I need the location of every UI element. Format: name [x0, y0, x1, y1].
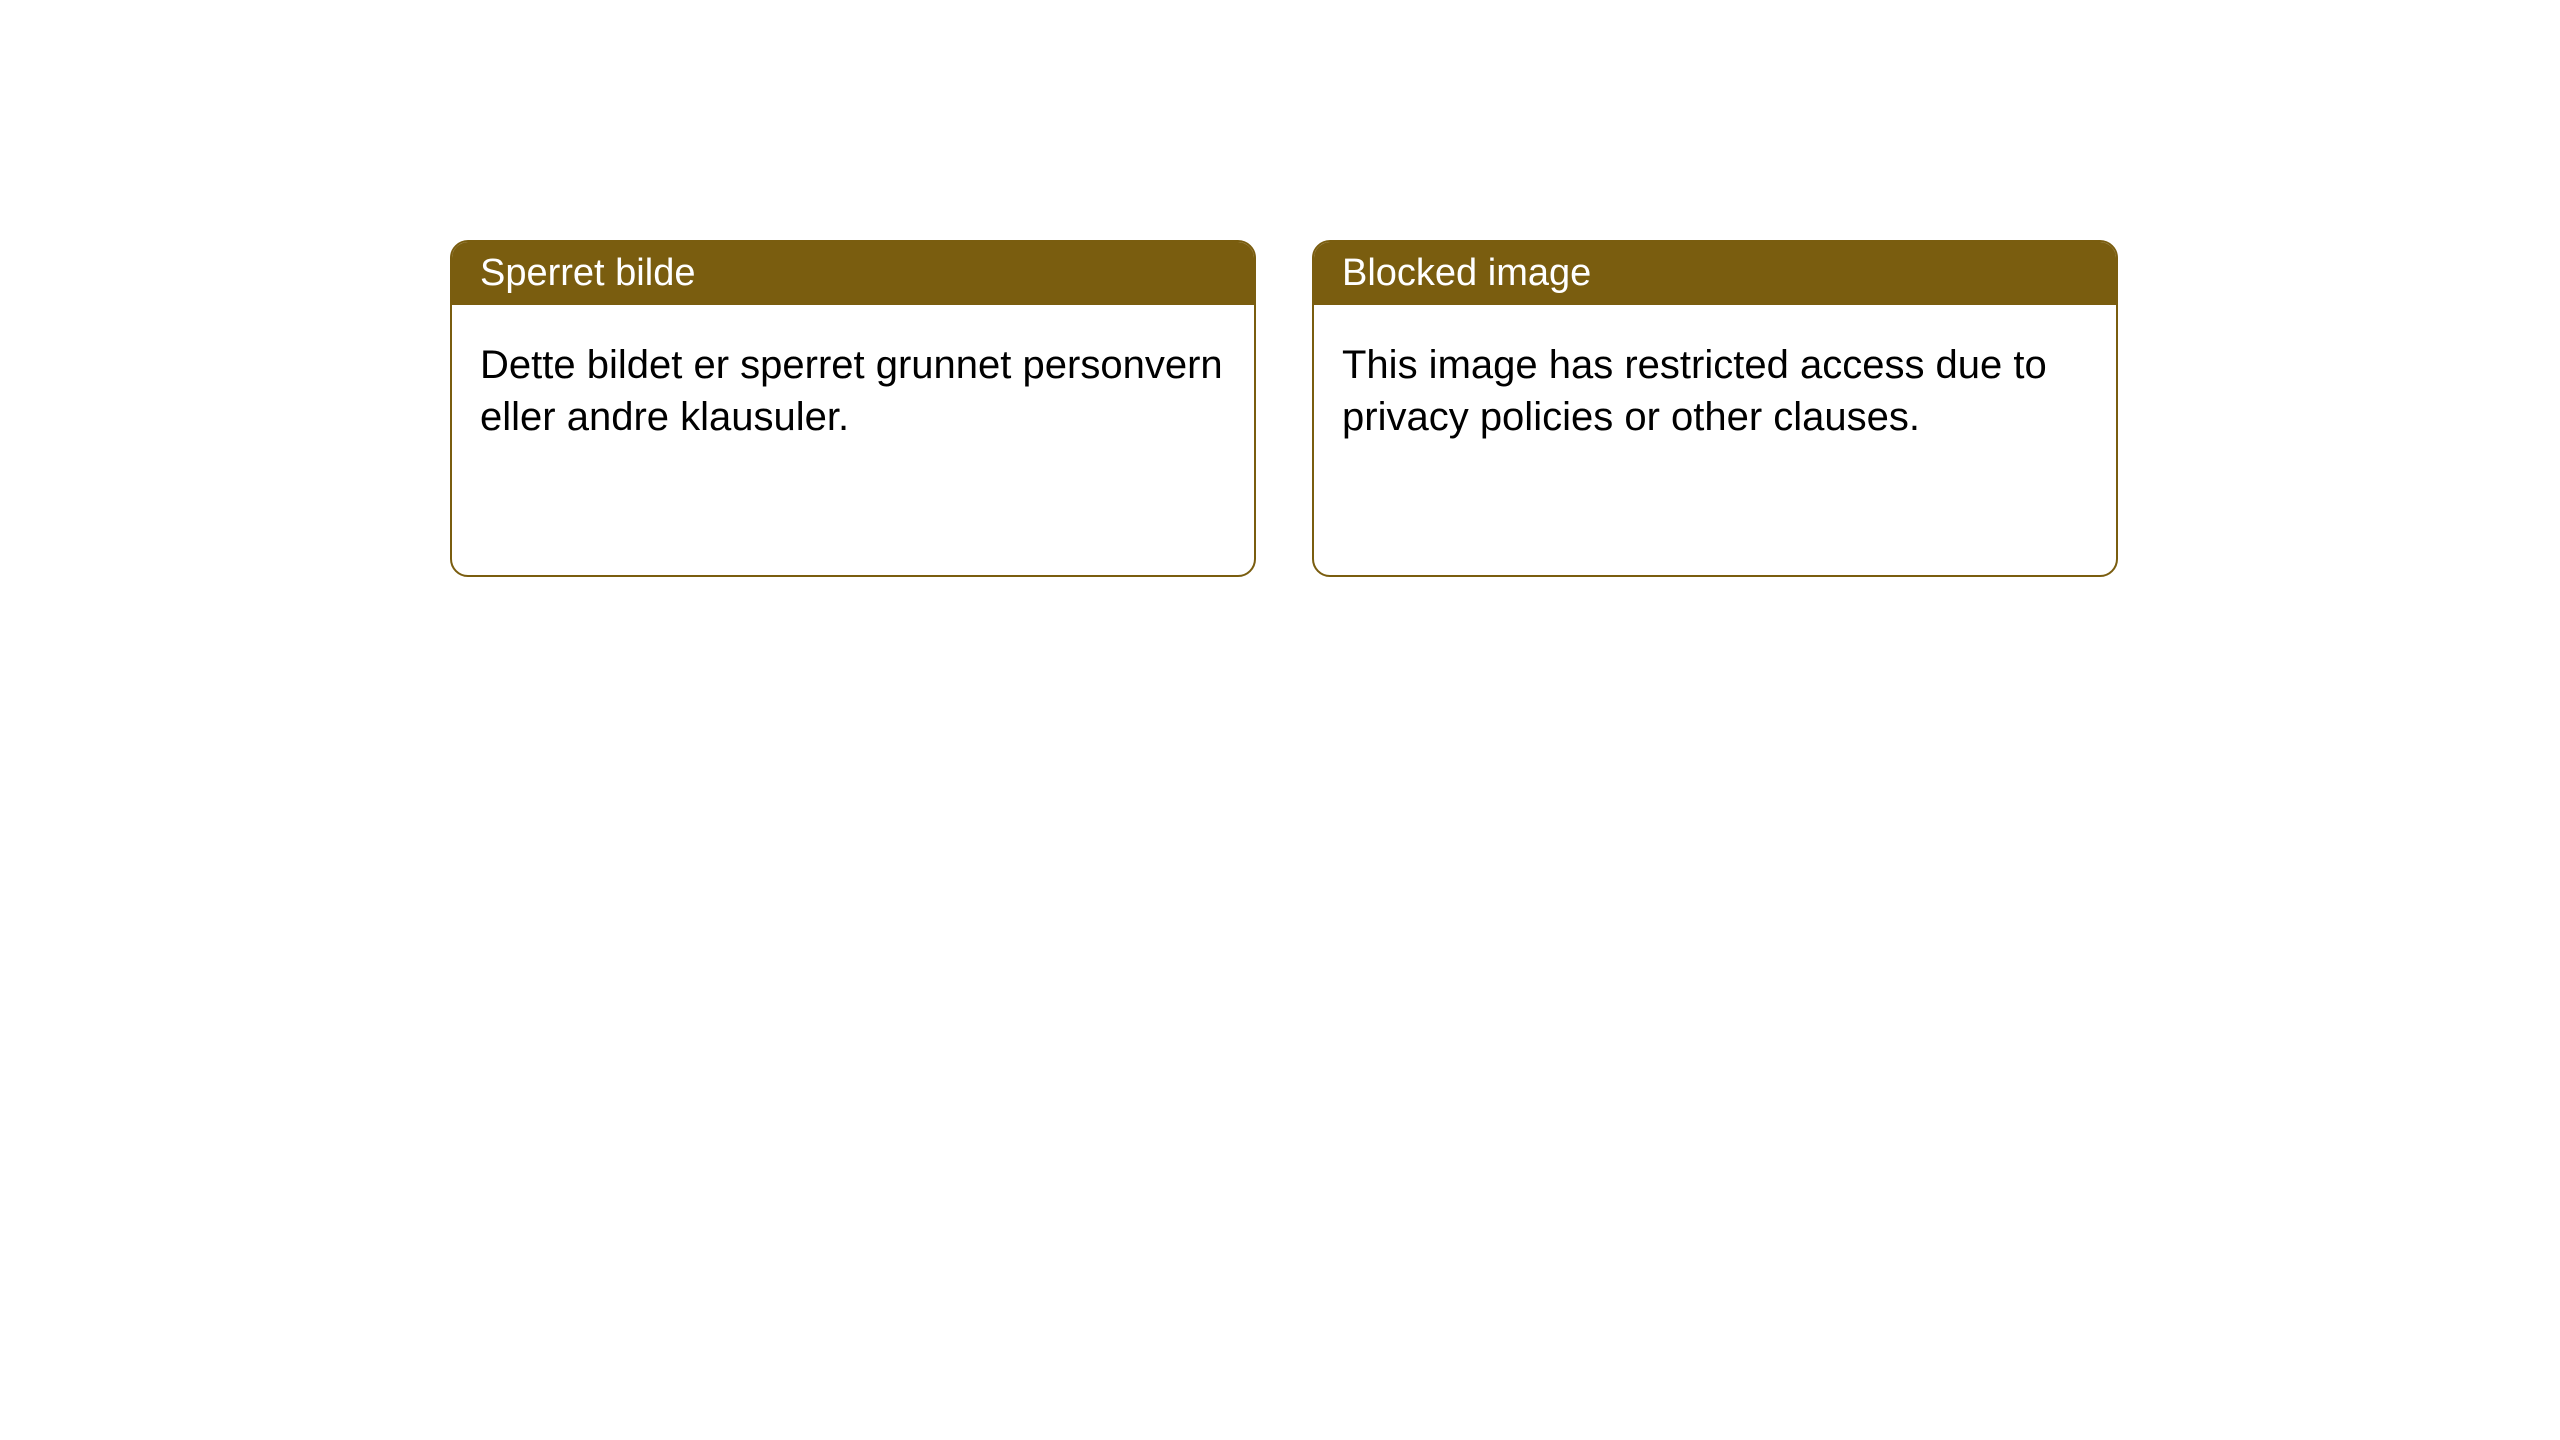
card-title: Sperret bilde — [480, 252, 695, 294]
blocked-image-cards: Sperret bilde Dette bildet er sperret gr… — [450, 240, 2560, 577]
card-body: This image has restricted access due to … — [1314, 305, 2116, 575]
blocked-image-card-norwegian: Sperret bilde Dette bildet er sperret gr… — [450, 240, 1256, 577]
card-message: This image has restricted access due to … — [1342, 343, 2047, 439]
blocked-image-card-english: Blocked image This image has restricted … — [1312, 240, 2118, 577]
card-body: Dette bildet er sperret grunnet personve… — [452, 305, 1254, 575]
card-header: Blocked image — [1314, 242, 2116, 305]
card-header: Sperret bilde — [452, 242, 1254, 305]
card-message: Dette bildet er sperret grunnet personve… — [480, 343, 1223, 439]
card-title: Blocked image — [1342, 252, 1591, 294]
